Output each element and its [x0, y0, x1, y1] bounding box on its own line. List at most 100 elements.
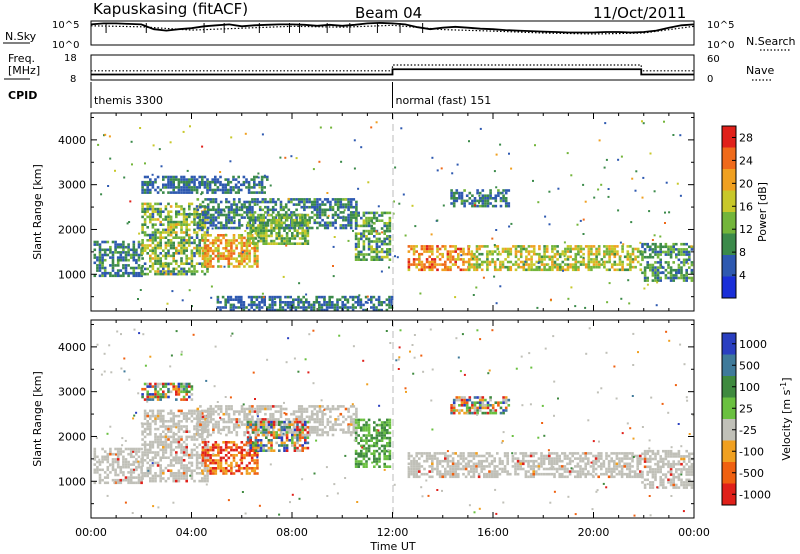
power-cell-1146: [318, 205, 322, 209]
power-cell-140: [135, 253, 138, 257]
velocity-cell-1301: [278, 436, 281, 439]
velocity-cell-1645: [444, 472, 447, 476]
velocity-cell-69: [116, 463, 120, 466]
velocity-cell-1090: [219, 469, 223, 473]
power-cell-362: [169, 218, 173, 221]
power-cell-2069: [504, 247, 507, 251]
velocity-cell-693: [232, 428, 236, 432]
power-cell-963: [253, 211, 257, 214]
power-speck-105: [358, 294, 361, 297]
power-cell-796: [256, 260, 259, 263]
power-cell-2374: [629, 265, 632, 269]
power-cell-2688: [229, 303, 233, 307]
power-cell-743: [240, 254, 244, 258]
power-cell-2218: [566, 247, 570, 251]
velocity-cell-86: [122, 463, 125, 466]
power-cell-1751: [206, 178, 209, 181]
power-cell-622: [204, 247, 207, 250]
power-cell-2922: [390, 298, 394, 301]
power-cell-671: [217, 260, 220, 263]
power-cell-2116: [525, 255, 528, 259]
velocity-cell-776: [264, 412, 267, 416]
power-cell-2271: [587, 258, 591, 261]
power-cell-2080: [509, 247, 513, 251]
velocity-cell-244: [154, 435, 157, 439]
power-cell-1875: [418, 260, 421, 264]
velocity-cell-1127: [232, 459, 236, 462]
power-cell-1712: [185, 183, 188, 187]
power-cell-2238: [574, 252, 578, 256]
velocity-cell-933: [318, 407, 322, 411]
power-cell-1390: [285, 219, 289, 222]
velocity-cell-245: [154, 438, 157, 441]
power-cell-2769: [284, 295, 287, 299]
power-cell-219: [149, 236, 152, 239]
power-cell-688: [224, 241, 228, 245]
velocity-cell-1002: [349, 415, 353, 419]
power-cell-249: [154, 207, 157, 211]
velocity-cell-710: [240, 423, 244, 426]
velocity-cell-1357: [298, 426, 302, 429]
power-cell-2518: [675, 274, 678, 277]
power-cell-1: [93, 243, 97, 246]
power-cell-1464: [354, 222, 358, 225]
velocity-cell-1066: [214, 446, 218, 449]
power-cell-186: [143, 213, 147, 216]
power-cell-1832: [255, 175, 259, 179]
power-cell-248: [154, 202, 157, 206]
velocity-cell-1347: [296, 423, 299, 426]
power-cell-142: [135, 261, 138, 265]
power-cell-1188: [334, 198, 337, 201]
power-cell-297: [159, 241, 162, 245]
power-cell-1552: [373, 229, 376, 233]
velocity-cell-1524: [386, 418, 389, 422]
velocity-cell-1530: [386, 442, 389, 445]
power-cell-2043: [488, 263, 492, 266]
power-cell-1173: [326, 224, 330, 227]
power-cell-2651: [497, 191, 500, 195]
power-cell-1446: [304, 229, 307, 232]
velocity-cell-819: [279, 405, 283, 408]
power-cell-893: [230, 203, 233, 206]
power-cell-2625: [481, 197, 485, 200]
velocity-cell-1086: [219, 459, 223, 462]
velocity-cell-652: [217, 420, 220, 424]
velocity-cell-964: [329, 420, 332, 424]
power-cell-2473: [662, 266, 665, 269]
velocity-cell-227: [151, 420, 155, 423]
power-cell-1755: [206, 188, 209, 192]
power-cell-1454: [306, 224, 310, 227]
power-speck-60: [352, 229, 354, 232]
power-cell-319: [162, 272, 165, 276]
power-cell-2199: [556, 265, 559, 269]
power-cell-1828: [253, 180, 256, 184]
power-cell-2539: [682, 242, 686, 246]
power-cell-2333: [610, 265, 614, 269]
power-cell-1776: [219, 180, 222, 184]
velocity-cell-59: [114, 471, 117, 474]
power-cell-2250: [577, 265, 580, 269]
velocity-cell-1007: [349, 433, 353, 437]
power-speck-218: [605, 158, 608, 161]
power-cell-2203: [558, 263, 562, 266]
power-cell-332: [164, 257, 168, 260]
velocity-cell-352: [169, 464, 173, 467]
power-cell-1886: [423, 247, 426, 251]
velocity-cell-606: [201, 415, 205, 419]
velocity-cell-365: [172, 440, 175, 444]
power-cell-1895: [425, 260, 429, 264]
velocity-cell-1636: [441, 465, 444, 468]
velocity-cell-1394: [354, 457, 358, 461]
power-cell-2693: [232, 306, 235, 309]
power-cell-1471: [354, 245, 358, 248]
velocity-cell-289: [159, 477, 162, 480]
power-cell-2739: [263, 301, 266, 304]
power-cell-1672: [167, 186, 170, 189]
power-cell-2380: [631, 260, 635, 264]
power-speck-15: [524, 248, 527, 251]
power-speck-83: [233, 219, 236, 222]
velocity-cell-92: [124, 458, 128, 461]
velocity-cell-1032: [204, 441, 207, 444]
power-cell-1118: [308, 221, 311, 225]
power-cell-1142: [316, 221, 319, 225]
